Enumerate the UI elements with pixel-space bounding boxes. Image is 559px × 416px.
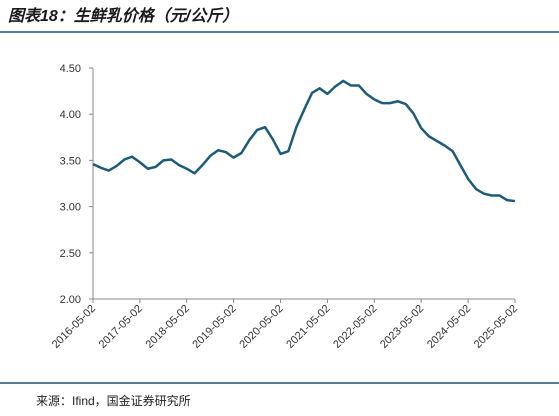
x-tick-label: 2025-05-02 [472, 303, 520, 351]
y-tick-label: 3.00 [60, 202, 81, 214]
y-tick-label: 3.50 [60, 155, 81, 167]
line-series [92, 79, 516, 203]
y-tick-label: 2.50 [60, 248, 81, 260]
x-tick-label: 2023-05-02 [378, 303, 426, 351]
y-tick-label: 4.50 [60, 63, 81, 75]
y-tick-label: 4.00 [60, 109, 81, 121]
x-tick-label: 2018-05-02 [144, 303, 192, 351]
source: 来源：Ifind，国金证券研究所 [36, 393, 191, 408]
y-tick-label: 2.00 [60, 294, 81, 306]
x-tick-label: 2022-05-02 [331, 303, 379, 351]
x-tick-label: 2017-05-02 [97, 303, 145, 351]
chart-title: 图表18：生鲜乳价格（元/公斤） [8, 6, 238, 25]
x-tick-label: 2019-05-02 [190, 303, 238, 351]
x-tick-label: 2016-05-02 [50, 303, 98, 351]
x-tick-label: 2020-05-02 [237, 303, 285, 351]
x-tick-label: 2024-05-02 [425, 303, 473, 351]
x-tick-label: 2021-05-02 [284, 303, 332, 351]
